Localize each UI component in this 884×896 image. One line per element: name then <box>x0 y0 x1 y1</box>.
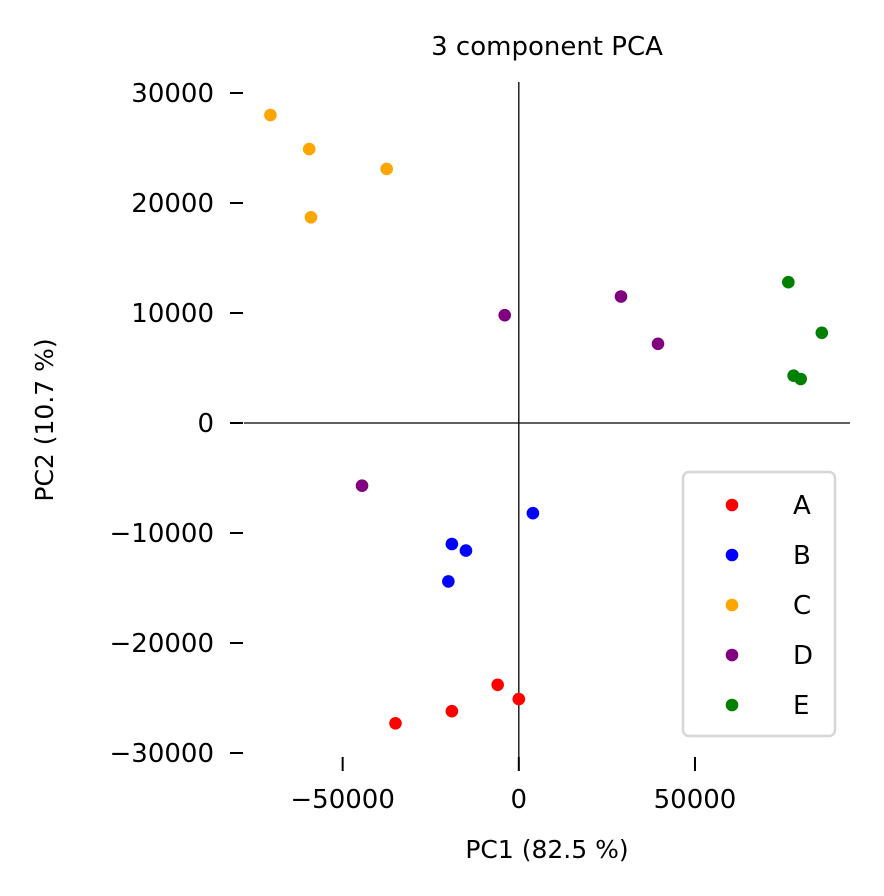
legend-box <box>681 470 837 738</box>
data-point-d <box>614 290 628 303</box>
y-tick-label: 10000 <box>131 299 214 329</box>
data-points <box>264 108 829 730</box>
x-tick-label: −50000 <box>290 785 395 815</box>
x-axis-ticks: −50000 0 50000 <box>290 757 736 815</box>
data-point-b <box>459 544 473 557</box>
y-tick-label: −30000 <box>110 739 215 769</box>
data-point-d <box>651 337 665 351</box>
data-point-a <box>389 717 402 730</box>
y-tick-label: 20000 <box>131 189 214 219</box>
x-axis-label: PC1 (82.5 %) <box>465 835 628 864</box>
legend-label-d: D <box>793 641 813 671</box>
data-point-e <box>794 372 807 386</box>
data-point-d <box>498 308 512 322</box>
y-tick-label: −20000 <box>110 629 215 659</box>
data-point-e <box>815 326 829 340</box>
data-point-b <box>526 506 540 520</box>
data-point-d <box>355 479 369 493</box>
chart-title: 3 component PCA <box>431 32 663 62</box>
data-point-a <box>445 704 459 718</box>
data-point-b <box>445 537 459 551</box>
legend-marker-d <box>725 648 739 662</box>
data-point-b <box>442 575 455 588</box>
y-tick-label: −10000 <box>110 519 215 549</box>
legend-marker-c <box>725 598 739 612</box>
y-axis-label: PC2 (10.7 %) <box>30 338 59 501</box>
legend-label-e: E <box>793 691 809 721</box>
data-point-a <box>512 692 526 706</box>
legend-marker-e <box>725 698 739 712</box>
data-point-c <box>304 211 318 224</box>
y-tick-label: 30000 <box>131 79 214 109</box>
data-point-c <box>380 162 393 176</box>
x-tick-label: 0 <box>511 785 528 815</box>
y-axis-ticks: 30000 20000 10000 0 −10000 −20000 −30000 <box>110 79 243 769</box>
data-point-c <box>264 108 277 122</box>
legend-marker-a <box>725 498 739 512</box>
legend-label-a: A <box>793 491 811 521</box>
data-point-a <box>491 678 504 692</box>
legend-marker-b <box>725 548 739 562</box>
x-tick-label: 50000 <box>654 785 737 815</box>
legend-label-c: C <box>793 591 811 621</box>
legend-label-b: B <box>793 541 811 571</box>
data-point-e <box>782 275 795 289</box>
y-tick-label: 0 <box>197 409 214 439</box>
data-point-c <box>302 142 316 156</box>
